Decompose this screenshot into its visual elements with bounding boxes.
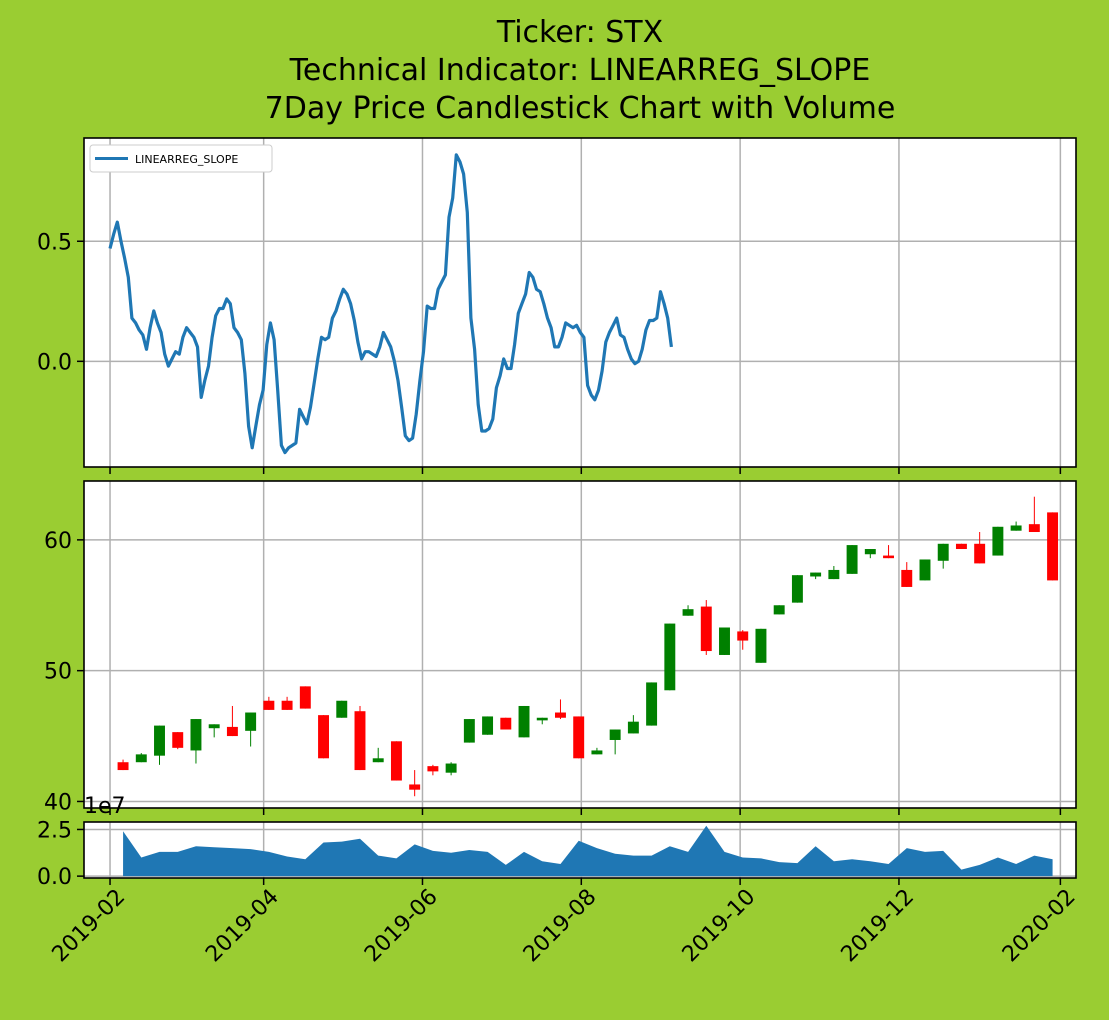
candle [719,627,730,654]
candle-body [792,575,803,602]
line-panel-ytick-label: 0.5 [37,230,72,255]
candle [172,732,183,749]
candle [482,716,493,734]
candle [774,605,785,614]
candle [920,559,931,580]
candle-body [446,764,457,773]
candle [318,715,329,758]
candle [956,544,967,549]
candle [701,600,712,655]
candle [573,716,584,758]
candle-body [409,784,420,789]
candle-body [683,609,694,616]
candle-body [391,741,402,780]
legend: LINEARREG_SLOPE [90,145,272,172]
candle [336,701,347,718]
candle [847,545,858,574]
candle [136,753,147,762]
candle-body [901,570,912,587]
candle-body [920,559,931,580]
candle-body [865,549,876,554]
candle [664,624,675,691]
candle [992,527,1003,556]
candle-body [118,762,129,770]
candle-body [755,629,766,663]
candle-body [774,605,785,614]
candle-body [537,718,548,721]
candle-body [591,750,602,754]
candle-body [956,544,967,549]
candle [519,706,530,737]
candle-body [154,726,165,756]
candle-body [500,718,511,730]
candle-body [355,711,366,770]
line-panel-ytick-label: 0.0 [37,350,72,375]
legend-label: LINEARREG_SLOPE [135,153,238,166]
candle-body [172,732,183,748]
candle-body [847,545,858,574]
candle-body [464,719,475,743]
candle-body [938,544,949,561]
candle [646,682,657,725]
candle-body [336,701,347,718]
candle [464,719,475,743]
candle-body [245,713,256,731]
candle-body [664,624,675,691]
volume-panel-ytick-label: 2.5 [37,818,72,843]
candle-body [992,527,1003,556]
candle [1047,512,1058,580]
x-tick-label: 2019-08 [519,885,602,968]
candle-body [883,556,894,559]
candle-body [282,701,293,710]
candle-body [701,607,712,651]
candle-body [719,627,730,654]
candle [755,629,766,663]
candle-body [646,682,657,725]
volume-offset-label: 1e7 [84,794,126,819]
candle-body [610,730,621,740]
candle [792,575,803,602]
candle [355,706,366,770]
candle-body [373,758,384,762]
candle [300,686,311,708]
candle-body [573,716,584,758]
x-tick-label: 2019-06 [360,885,443,968]
panel-1-background [84,138,1076,467]
candle-body [555,713,566,718]
candle-panel-ytick-label: 50 [44,660,72,685]
candle-body [974,544,985,564]
candle-body [263,701,274,710]
x-tick-label: 2019-02 [48,885,131,968]
candle-body [737,631,748,640]
candle-body [810,573,821,577]
candle-body [136,754,147,762]
candle [391,741,402,780]
candle-body [318,715,329,758]
x-tick-label: 2019-10 [678,885,761,968]
x-tick-label: 2019-04 [201,885,284,968]
x-tick-label: 2019-12 [837,885,920,968]
candle-body [519,706,530,737]
candle-body [227,727,238,736]
candle-body [190,719,201,750]
candle-body [209,724,220,728]
candle-body [628,722,639,734]
candle-body [482,716,493,734]
candle-body [828,570,839,579]
candle-panel-ytick-label: 40 [44,790,72,815]
candle-body [1047,512,1058,580]
candle-body [1029,524,1040,532]
volume-panel-ytick-label: 0.0 [37,865,72,890]
candle-body [1011,525,1022,530]
candle-panel-ytick-label: 60 [44,529,72,554]
candle-body [427,766,438,771]
candle [500,718,511,730]
panel-2-background [84,481,1076,808]
candle-body [300,686,311,708]
x-tick-label: 2020-02 [998,885,1081,968]
